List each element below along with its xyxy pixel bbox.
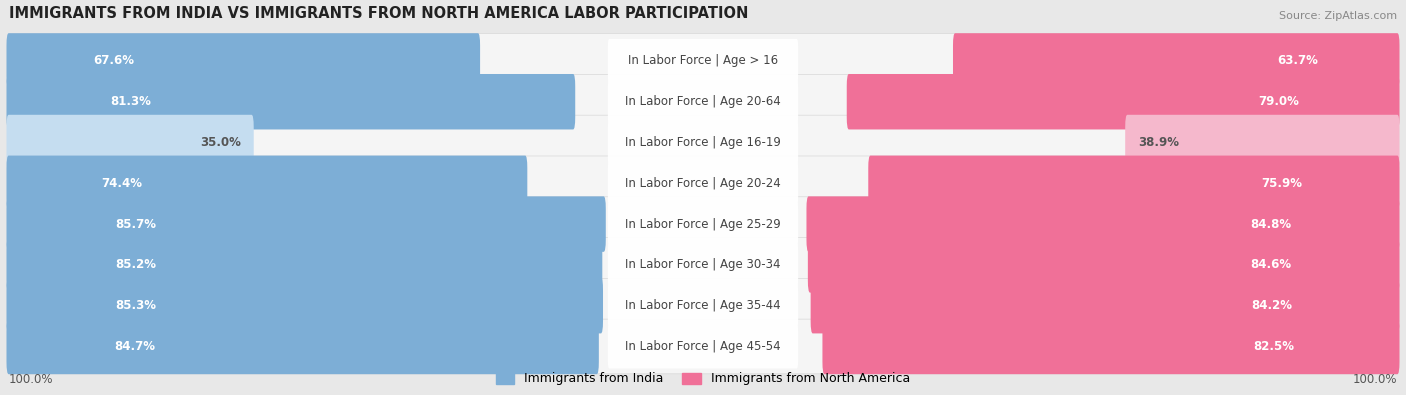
Text: 85.3%: 85.3% xyxy=(115,299,156,312)
FancyBboxPatch shape xyxy=(7,278,603,333)
Text: 74.4%: 74.4% xyxy=(101,177,142,190)
FancyBboxPatch shape xyxy=(7,33,479,89)
Text: 75.9%: 75.9% xyxy=(1261,177,1302,190)
FancyBboxPatch shape xyxy=(811,278,1399,333)
Text: IMMIGRANTS FROM INDIA VS IMMIGRANTS FROM NORTH AMERICA LABOR PARTICIPATION: IMMIGRANTS FROM INDIA VS IMMIGRANTS FROM… xyxy=(8,6,748,21)
Text: 100.0%: 100.0% xyxy=(1353,372,1398,386)
FancyBboxPatch shape xyxy=(7,34,1399,88)
Text: 85.2%: 85.2% xyxy=(115,258,156,271)
FancyBboxPatch shape xyxy=(607,284,799,328)
FancyBboxPatch shape xyxy=(7,319,599,374)
Text: In Labor Force | Age > 16: In Labor Force | Age > 16 xyxy=(628,55,778,68)
FancyBboxPatch shape xyxy=(607,161,799,205)
FancyBboxPatch shape xyxy=(808,237,1399,293)
Text: 84.7%: 84.7% xyxy=(114,340,156,353)
FancyBboxPatch shape xyxy=(7,74,575,130)
Text: 84.2%: 84.2% xyxy=(1251,299,1292,312)
FancyBboxPatch shape xyxy=(7,278,1399,333)
Text: In Labor Force | Age 16-19: In Labor Force | Age 16-19 xyxy=(626,136,780,149)
Text: In Labor Force | Age 30-34: In Labor Force | Age 30-34 xyxy=(626,258,780,271)
Text: 63.7%: 63.7% xyxy=(1277,55,1317,68)
FancyBboxPatch shape xyxy=(846,74,1399,130)
FancyBboxPatch shape xyxy=(607,80,799,124)
FancyBboxPatch shape xyxy=(607,243,799,287)
FancyBboxPatch shape xyxy=(7,156,527,211)
FancyBboxPatch shape xyxy=(807,196,1399,252)
Text: 82.5%: 82.5% xyxy=(1253,340,1295,353)
Text: 84.8%: 84.8% xyxy=(1250,218,1292,231)
FancyBboxPatch shape xyxy=(607,202,799,246)
FancyBboxPatch shape xyxy=(7,197,1399,252)
Text: 35.0%: 35.0% xyxy=(200,136,242,149)
Text: In Labor Force | Age 45-54: In Labor Force | Age 45-54 xyxy=(626,340,780,353)
FancyBboxPatch shape xyxy=(7,115,1399,170)
FancyBboxPatch shape xyxy=(823,319,1399,374)
Text: Source: ZipAtlas.com: Source: ZipAtlas.com xyxy=(1279,11,1398,21)
Text: 38.9%: 38.9% xyxy=(1137,136,1178,149)
FancyBboxPatch shape xyxy=(7,319,1399,374)
FancyBboxPatch shape xyxy=(1125,115,1399,170)
Text: 84.6%: 84.6% xyxy=(1250,258,1292,271)
FancyBboxPatch shape xyxy=(7,74,1399,129)
FancyBboxPatch shape xyxy=(7,115,253,170)
Text: In Labor Force | Age 25-29: In Labor Force | Age 25-29 xyxy=(626,218,780,231)
Text: 100.0%: 100.0% xyxy=(8,372,53,386)
Text: 79.0%: 79.0% xyxy=(1258,95,1299,108)
Text: 85.7%: 85.7% xyxy=(115,218,156,231)
FancyBboxPatch shape xyxy=(7,237,1399,292)
FancyBboxPatch shape xyxy=(7,237,602,293)
Text: 67.6%: 67.6% xyxy=(93,55,134,68)
FancyBboxPatch shape xyxy=(953,33,1399,89)
FancyBboxPatch shape xyxy=(7,156,1399,211)
FancyBboxPatch shape xyxy=(607,120,799,165)
FancyBboxPatch shape xyxy=(607,39,799,83)
FancyBboxPatch shape xyxy=(607,324,799,369)
Text: In Labor Force | Age 20-64: In Labor Force | Age 20-64 xyxy=(626,95,780,108)
FancyBboxPatch shape xyxy=(7,196,606,252)
FancyBboxPatch shape xyxy=(869,156,1399,211)
Text: 81.3%: 81.3% xyxy=(110,95,150,108)
Text: In Labor Force | Age 20-24: In Labor Force | Age 20-24 xyxy=(626,177,780,190)
Text: In Labor Force | Age 35-44: In Labor Force | Age 35-44 xyxy=(626,299,780,312)
Legend: Immigrants from India, Immigrants from North America: Immigrants from India, Immigrants from N… xyxy=(491,367,915,390)
